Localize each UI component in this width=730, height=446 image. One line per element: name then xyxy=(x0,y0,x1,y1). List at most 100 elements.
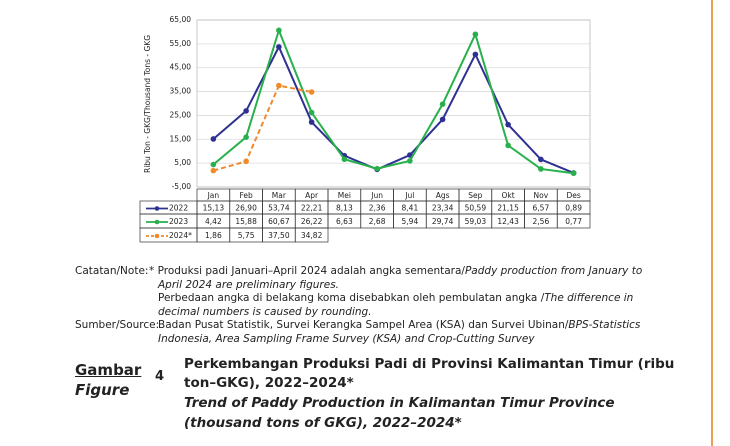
point xyxy=(538,166,544,172)
note-text: April 2024 are preliminary figures. xyxy=(158,278,340,291)
caption-number: 4 xyxy=(155,369,165,384)
note-label: Sumber/Source: xyxy=(75,319,160,331)
table-value: 37,50 xyxy=(268,231,290,240)
x-tick-label: Mei xyxy=(338,191,351,200)
table-value: 59,03 xyxy=(465,217,487,226)
note-line: Perbedaan angka di belakang koma disebab… xyxy=(158,292,633,304)
point xyxy=(472,51,479,58)
note-text: decimal numbers is caused by rounding. xyxy=(158,305,372,318)
x-tick-label: Jun xyxy=(370,191,383,200)
table-value: 21,15 xyxy=(497,204,519,213)
table-value: 53,74 xyxy=(268,204,290,213)
legend-label: 2023 xyxy=(169,217,188,226)
legend-label: 2022 xyxy=(169,204,188,213)
point xyxy=(472,31,479,38)
table-value: 26,90 xyxy=(235,204,257,213)
caption-label: Gambar xyxy=(75,361,142,379)
point xyxy=(243,134,249,140)
point xyxy=(374,165,380,172)
table-value: 4,42 xyxy=(205,217,222,226)
point xyxy=(243,108,249,114)
point xyxy=(505,121,511,128)
caption-title: Perkembangan Produksi Padi di Provinsi K… xyxy=(184,356,675,372)
x-tick-label: Des xyxy=(566,191,580,200)
y-tick-label: 5,00 xyxy=(174,158,191,167)
point xyxy=(407,152,413,158)
note-label: Catatan/Note: xyxy=(75,265,149,277)
x-tick-label: Apr xyxy=(305,191,319,200)
table-value: 2,68 xyxy=(369,217,386,226)
caption-title: ton–GKG), 2022–2024* xyxy=(184,375,354,391)
x-tick-label: Nov xyxy=(534,191,549,200)
table-value: 22,21 xyxy=(301,204,323,213)
table-value: 1,86 xyxy=(205,231,222,240)
x-tick-label: Jan xyxy=(207,191,220,200)
y-axis-label: Ribu Ton - GKG/Thousand Tons - GKG xyxy=(143,35,152,173)
legend-label: 2024* xyxy=(169,231,192,240)
point xyxy=(276,44,282,50)
table-value: 0,89 xyxy=(565,204,582,213)
x-tick-label: Mar xyxy=(272,191,287,200)
note-text: BPS-Statistics xyxy=(568,319,641,331)
table-cell xyxy=(556,213,591,229)
table-value: 60,67 xyxy=(268,217,290,226)
x-tick-label: Feb xyxy=(239,191,253,200)
y-tick-label: -5,00 xyxy=(172,182,192,191)
point xyxy=(341,156,348,163)
table-value: 15,13 xyxy=(203,204,225,213)
legend-marker xyxy=(154,219,160,225)
table-value: 6,57 xyxy=(533,204,550,213)
x-tick-label: Sep xyxy=(468,191,482,200)
table-value: 8,13 xyxy=(336,204,353,213)
note-text: * Produksi padi Januari–April 2024 adala… xyxy=(149,265,465,277)
note-line: April 2024 are preliminary figures. xyxy=(158,279,339,291)
y-tick-label: 15,00 xyxy=(170,134,192,143)
point xyxy=(276,82,282,89)
table-value: 5,75 xyxy=(238,231,255,240)
legend-marker xyxy=(154,233,160,239)
note-text: Badan Pusat Statistik, Survei Kerangka S… xyxy=(158,319,569,331)
table-value: 8,41 xyxy=(402,204,419,213)
point xyxy=(407,158,413,164)
point xyxy=(276,27,282,34)
caption-label-en: Figure xyxy=(75,381,130,399)
table-value: 34,82 xyxy=(301,231,323,240)
x-tick-label: Okt xyxy=(502,191,515,200)
table-value: 15,88 xyxy=(235,217,257,226)
point xyxy=(308,109,315,116)
point xyxy=(439,101,446,107)
note-line: decimal numbers is caused by rounding. xyxy=(158,306,372,318)
series-line xyxy=(212,27,574,175)
table-value: 2,36 xyxy=(369,204,386,213)
y-tick-label: 55,00 xyxy=(170,39,192,48)
point xyxy=(210,161,217,168)
note-line: * Produksi padi Januari–April 2024 adala… xyxy=(149,265,642,277)
y-tick-label: 45,00 xyxy=(170,63,192,72)
caption-title-en: (thousand tons of GKG), 2022–2024* xyxy=(184,415,462,431)
point xyxy=(439,116,446,123)
y-tick-label: 25,00 xyxy=(170,110,192,119)
x-tick-label: Jul xyxy=(404,191,414,200)
table-value: 2,56 xyxy=(533,217,550,226)
y-tick-label: 35,00 xyxy=(170,87,192,96)
table-value: 5,94 xyxy=(402,217,419,226)
table-value: 0,77 xyxy=(565,217,582,226)
note-line: Indonesia, Area Sampling Frame Survey (K… xyxy=(158,333,535,345)
table-value: 6,63 xyxy=(336,217,353,226)
point xyxy=(210,167,217,174)
table-value: 26,22 xyxy=(301,217,323,226)
note-text: Perbedaan angka di belakang koma disebab… xyxy=(158,292,545,304)
point xyxy=(243,158,249,165)
table-value: 29,74 xyxy=(432,217,454,226)
table-value: 23,34 xyxy=(432,204,454,213)
table-value: 50,59 xyxy=(465,204,487,213)
point xyxy=(308,89,315,95)
note-line: Badan Pusat Statistik, Survei Kerangka S… xyxy=(158,319,640,331)
point xyxy=(538,156,544,163)
table-value: 12,43 xyxy=(497,217,519,226)
plot-frame xyxy=(196,19,591,188)
table-cell xyxy=(294,227,329,243)
note-text: Indonesia, Area Sampling Frame Survey (K… xyxy=(158,332,535,345)
